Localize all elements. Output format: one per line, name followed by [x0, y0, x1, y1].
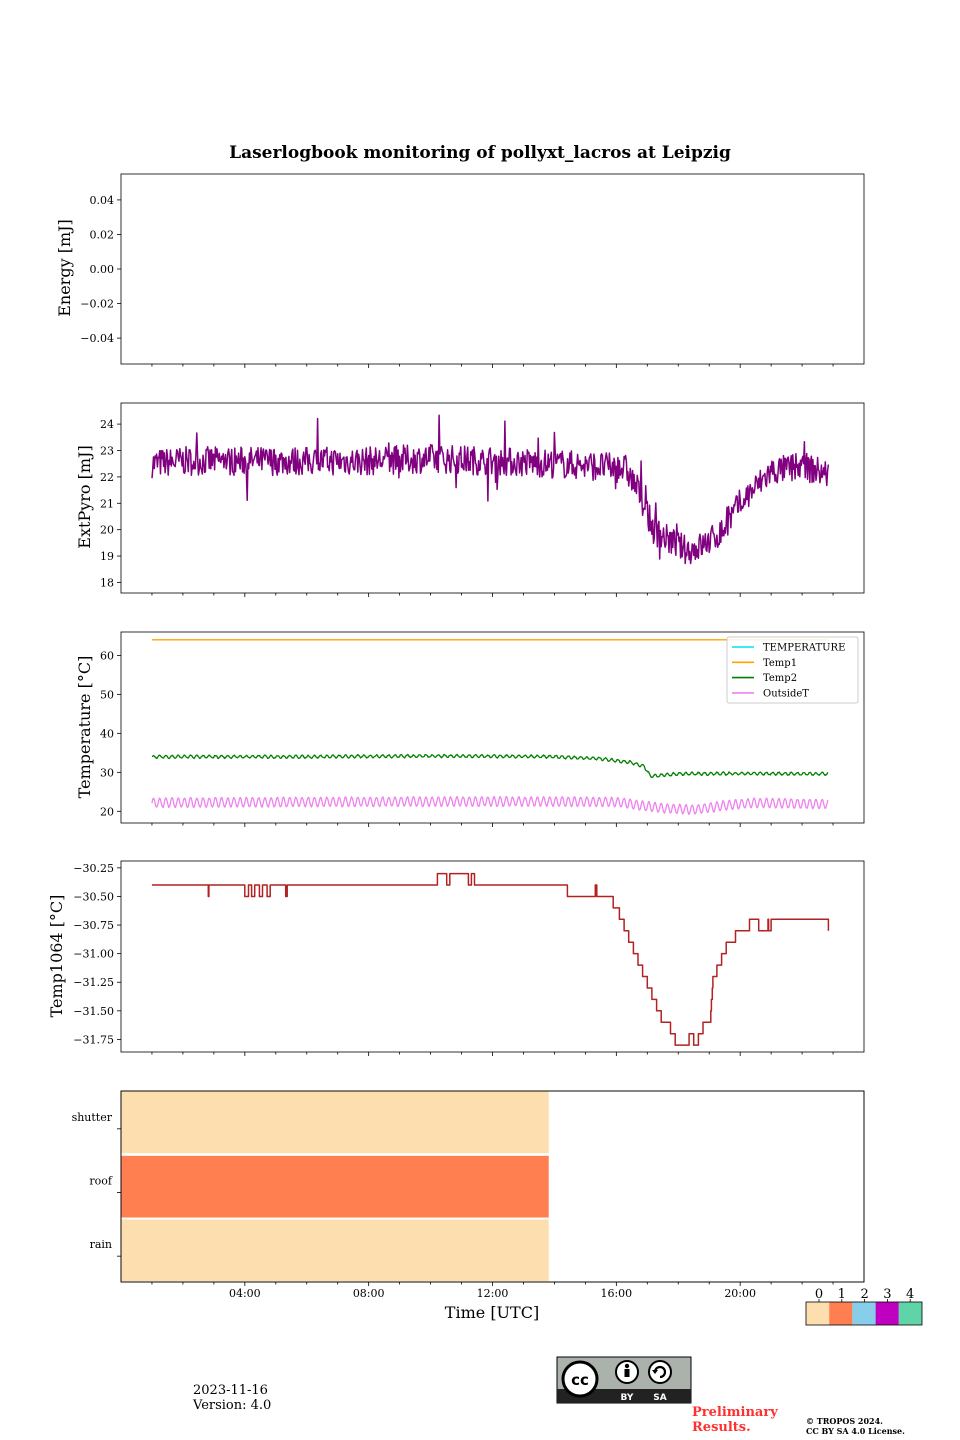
temp1064-line [152, 872, 830, 1046]
y-tick-label: −31.25 [73, 976, 114, 989]
y-tick-label: −30.50 [73, 890, 114, 903]
version-label: Version: 4.0 [193, 1398, 272, 1413]
y-tick-label: 30 [100, 766, 114, 779]
temperature-panel: Temperature [°C] 60 50 40 30 20 TEMPERATURE Te… [75, 631, 865, 827]
colorbar-tick-label: 1 [838, 1287, 846, 1302]
y-tick-label: 20 [100, 524, 114, 537]
temperature-ylabel: Temperature [°C] [75, 656, 94, 799]
legend-box [726, 636, 859, 704]
preliminary-line-2: Results. [692, 1420, 751, 1435]
y-tick-label: 0.04 [90, 194, 115, 207]
figure-title: Laserlogbook monitoring of pollyxt_lacro… [229, 143, 731, 163]
legend-label: OutsideT [763, 688, 809, 699]
preliminary-line-1: Preliminary [692, 1405, 778, 1420]
energy-panel: Energy [mJ] 0.04 0.02 0.00 −0.02 −0.04 [55, 173, 865, 368]
colorbar-swatch [806, 1302, 830, 1325]
y-tick-label: −31.50 [73, 1005, 114, 1018]
colorbar-swatch [898, 1302, 922, 1325]
axes-frame [120, 860, 865, 1053]
x-tick-label: 16:00 [600, 1287, 632, 1300]
colorbar-tick-label: 4 [906, 1287, 914, 1302]
status-panel: shutter roof rain 04:00 08:00 12:00 16:00 20:00 [72, 1090, 865, 1300]
colorbar-tick-label: 2 [860, 1287, 868, 1302]
status-cell-rain [121, 1219, 549, 1282]
colorbar-swatch [829, 1302, 853, 1325]
temp1064-ylabel: Temp1064 [°C] [47, 895, 66, 1018]
badge-sa-label: SA [653, 1393, 666, 1403]
series-temp2-line [151, 753, 829, 779]
legend-label: Temp1 [763, 658, 797, 669]
y-tick-label: −0.02 [80, 298, 114, 311]
y-tick-label: 60 [100, 649, 114, 662]
axes-frame [120, 173, 865, 365]
colorbar-tick-label: 3 [883, 1287, 891, 1302]
y-tick-label: 22 [100, 471, 114, 484]
y-tick-label: 18 [100, 576, 114, 589]
y-tick-label: 0.02 [90, 228, 115, 241]
x-tick-label: 04:00 [229, 1287, 261, 1300]
y-tick-label: 50 [100, 688, 114, 701]
cc-license-badge: cc BY SA [556, 1356, 692, 1404]
y-tick-label: −31.00 [73, 948, 114, 961]
axes-frame [120, 402, 865, 594]
y-tick-label: −30.75 [73, 919, 114, 932]
share-alike-icon [648, 1360, 672, 1384]
status-cell-shutter [121, 1091, 549, 1154]
x-axis-label: Time [UTC] [445, 1303, 539, 1322]
footer-info: 2023-11-16 Version: 4.0 [193, 1383, 271, 1413]
y-tick-label: 19 [100, 550, 114, 563]
svg-text:cc: cc [571, 1371, 589, 1389]
x-tick-label: 08:00 [353, 1287, 385, 1300]
legend-label: Temp2 [763, 673, 797, 684]
temp1064-panel: Temp1064 [°C] −30.25 −30.50 −30.75 −31.00 −3… [47, 860, 865, 1056]
date-label: 2023-11-16 [193, 1383, 268, 1398]
x-tick-label: 20:00 [724, 1287, 756, 1300]
status-cell-roof [121, 1155, 549, 1218]
y-tick-label: 0.00 [90, 263, 115, 276]
y-tick-label: −31.75 [73, 1033, 114, 1046]
colorbar-swatch [852, 1302, 876, 1325]
colorbar-swatch [875, 1302, 899, 1325]
y-tick-label: −30.25 [73, 862, 114, 875]
y-tick-label: 23 [100, 445, 114, 458]
x-tick-label: 12:00 [477, 1287, 509, 1300]
cc-icon [561, 1360, 599, 1398]
colorbar-frame [805, 1301, 923, 1326]
row-label-shutter: shutter [72, 1111, 113, 1124]
copyright-note: © TROPOS 2024. CC BY SA 4.0 License. [806, 1416, 905, 1436]
y-tick-label: 21 [100, 497, 114, 510]
preliminary-note: Preliminary Results. [692, 1405, 778, 1435]
legend: TEMPERATURE Temp1 Temp2 OutsideT [726, 636, 859, 704]
copyright-line-2: CC BY SA 4.0 License. [806, 1426, 905, 1436]
badge-by-label: BY [621, 1393, 634, 1403]
y-tick-label: 20 [100, 805, 114, 818]
legend-label: TEMPERATURE [763, 643, 845, 654]
extpyro-ylabel: ExtPyro [mJ] [75, 445, 94, 548]
y-tick-label: 40 [100, 727, 114, 740]
energy-ylabel: Energy [mJ] [55, 219, 74, 317]
axes-frame-top [120, 1090, 865, 1283]
row-label-roof: roof [89, 1175, 113, 1188]
colorbar-tick-label: 0 [815, 1287, 823, 1302]
y-tick-label: 24 [100, 418, 114, 431]
copyright-line-1: © TROPOS 2024. [806, 1416, 883, 1426]
y-tick-label: −0.04 [80, 332, 114, 345]
extpyro-line [151, 414, 830, 565]
extpyro-panel: ExtPyro [mJ] 24 23 22 21 20 19 18 [75, 402, 865, 597]
row-label-rain: rain [90, 1238, 112, 1251]
series-outsidet-line [151, 796, 829, 815]
